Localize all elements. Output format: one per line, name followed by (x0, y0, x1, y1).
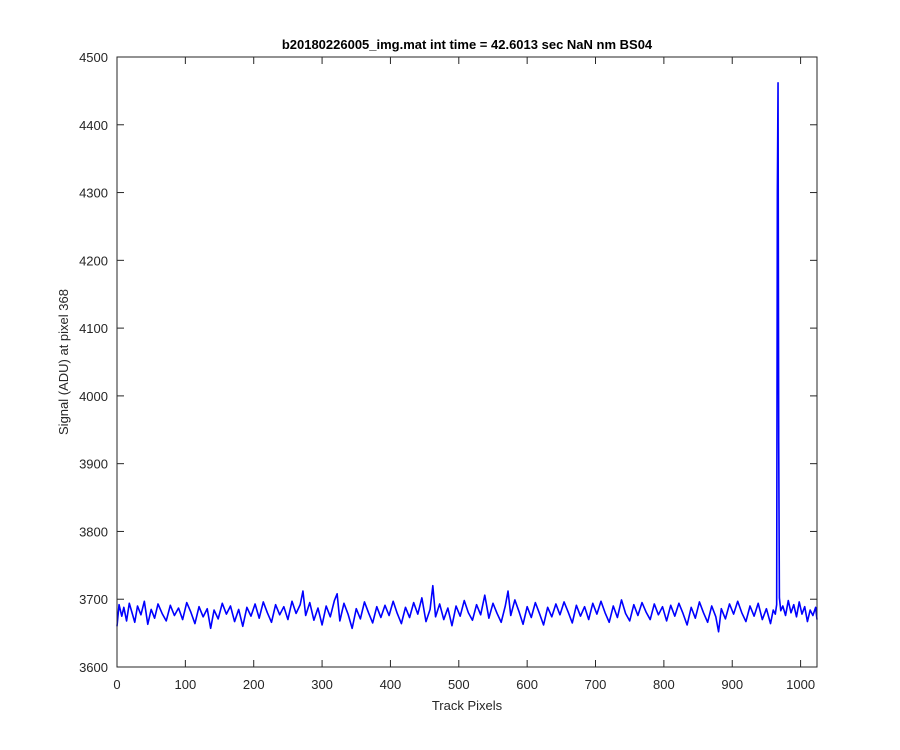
x-tick-label: 900 (721, 677, 743, 692)
x-tick-label: 200 (243, 677, 265, 692)
y-tick-label: 3700 (79, 592, 108, 607)
y-tick-label: 4000 (79, 389, 108, 404)
y-tick-labels: 3600 3700 3800 3900 4000 4100 4200 4300 4400 4500 (79, 50, 108, 675)
x-tick-label: 700 (585, 677, 607, 692)
x-tick-label: 800 (653, 677, 675, 692)
x-tick-label: 600 (516, 677, 538, 692)
plot-background (117, 57, 817, 667)
y-axis-label: Signal (ADU) at pixel 368 (56, 289, 71, 435)
x-tick-label: 0 (113, 677, 120, 692)
x-tick-label: 400 (380, 677, 402, 692)
x-tick-labels: 0 100 200 300 400 500 600 700 800 900 1000 (113, 677, 815, 692)
y-tick-label: 3900 (79, 457, 108, 472)
y-tick-label: 4300 (79, 186, 108, 201)
x-axis-label: Track Pixels (432, 698, 503, 713)
y-tick-label: 4100 (79, 321, 108, 336)
x-tick-label: 100 (175, 677, 197, 692)
x-tick-label: 500 (448, 677, 470, 692)
x-tick-label: 1000 (786, 677, 815, 692)
y-tick-label: 4200 (79, 253, 108, 268)
y-tick-label: 4500 (79, 50, 108, 65)
chart-title: b20180226005_img.mat int time = 42.6013 … (282, 37, 653, 52)
y-tick-label: 4400 (79, 118, 108, 133)
plot-frame (116, 56, 818, 668)
series-layer (116, 81, 818, 633)
series-line (116, 81, 818, 633)
y-tick-label: 3800 (79, 524, 108, 539)
x-tick-label: 300 (311, 677, 333, 692)
y-tick-label: 3600 (79, 660, 108, 675)
